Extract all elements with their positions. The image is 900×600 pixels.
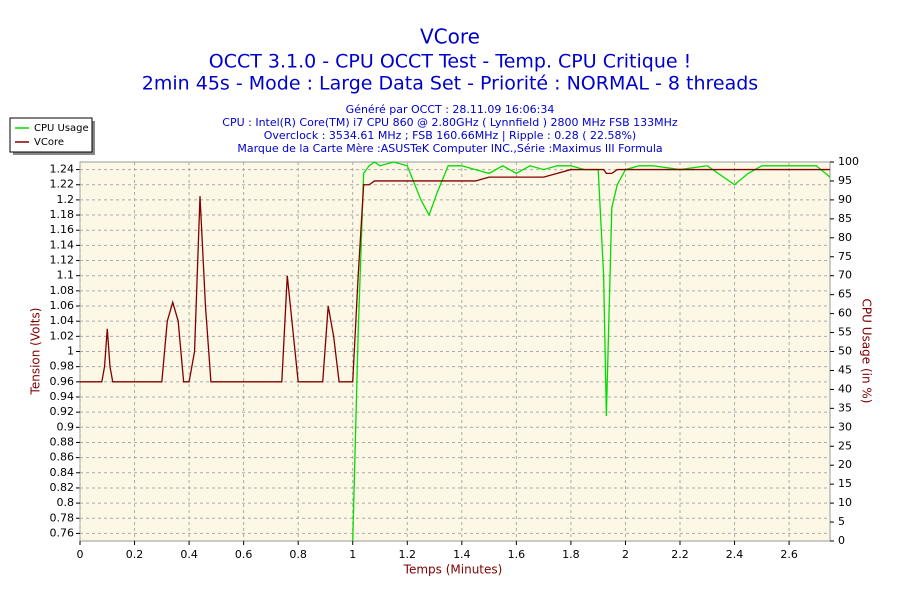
- x-tick-label: 0: [77, 548, 84, 561]
- x-tick-label: 0.2: [126, 548, 144, 561]
- data-line: [80, 168, 830, 383]
- y2-tick-label: 55: [838, 326, 852, 339]
- info-line: Marque de la Carte Mère :ASUSTeK Compute…: [237, 142, 662, 155]
- y2-tick-label: 0: [838, 534, 845, 547]
- y-tick-label: 0.94: [50, 390, 75, 403]
- y-tick-label: 1.12: [50, 254, 75, 267]
- x-axis-label: Temps (Minutes): [403, 563, 503, 577]
- y-tick-label: 1.06: [50, 299, 75, 312]
- x-tick-label: 2: [622, 548, 629, 561]
- y-tick-label: 1.04: [50, 314, 75, 327]
- y2-tick-label: 40: [838, 382, 852, 395]
- legend-box: [9, 117, 93, 153]
- y-tick-label: 1.16: [50, 223, 75, 236]
- x-tick-label: 2.4: [726, 548, 744, 561]
- y-tick-label: 0.88: [50, 435, 75, 448]
- y2-tick-label: 65: [838, 288, 852, 301]
- y2-tick-label: 75: [838, 250, 852, 263]
- chart-subtitle: OCCT 3.1.0 - CPU OCCT Test - Temp. CPU C…: [209, 51, 692, 73]
- y-tick-label: 0.92: [50, 405, 75, 418]
- info-line: CPU : Intel(R) Core(TM) i7 CPU 860 @ 2.8…: [222, 116, 678, 129]
- y-tick-label: 1.18: [50, 208, 75, 221]
- y-tick-label: 0.98: [50, 360, 75, 373]
- y2-tick-label: 60: [838, 307, 852, 320]
- y-tick-label: 1.24: [50, 163, 75, 176]
- y-tick-label: 0.8: [57, 496, 75, 509]
- y-tick-label: 1.08: [50, 284, 75, 297]
- y2-tick-label: 85: [838, 212, 852, 225]
- y-tick-label: 0.82: [50, 481, 75, 494]
- y2-tick-label: 90: [838, 193, 852, 206]
- chart-title: VCore: [420, 25, 480, 49]
- y-tick-label: 0.78: [50, 511, 75, 524]
- y2-tick-label: 80: [838, 231, 852, 244]
- y2-tick-label: 25: [838, 439, 852, 452]
- x-tick-label: 1.8: [562, 548, 580, 561]
- y-tick-label: 0.84: [50, 466, 75, 479]
- y-tick-label: 1: [67, 345, 74, 358]
- x-tick-label: 0.8: [289, 548, 307, 561]
- x-tick-label: 1.4: [453, 548, 471, 561]
- x-tick-label: 0.4: [180, 548, 198, 561]
- y-tick-label: 0.86: [50, 451, 75, 464]
- y-tick-label: 0.9: [57, 420, 75, 433]
- y2-tick-label: 100: [838, 155, 859, 168]
- x-tick-label: 1.2: [399, 548, 417, 561]
- legend-label: CPU Usage: [34, 123, 89, 134]
- y-tick-label: 1.2: [57, 193, 75, 206]
- x-tick-label: 0.6: [235, 548, 253, 561]
- y-tick-label: 1.1: [57, 269, 75, 282]
- legend-label: VCore: [34, 137, 64, 148]
- y2-tick-label: 5: [838, 515, 845, 528]
- y2-tick-label: 95: [838, 174, 852, 187]
- legend: CPU Usage VCore: [9, 117, 95, 155]
- chart-subtitle: 2min 45s - Mode : Large Data Set - Prior…: [142, 73, 758, 95]
- x-tick-label: 2.6: [780, 548, 798, 561]
- x-tick-label: 1.6: [508, 548, 526, 561]
- y-axis-label: Tension (Volts): [29, 308, 43, 396]
- y2-tick-label: 45: [838, 363, 852, 376]
- x-tick-label: 2.2: [671, 548, 689, 561]
- y2-tick-label: 10: [838, 496, 852, 509]
- y-tick-label: 1.22: [50, 178, 75, 191]
- y2-tick-label: 15: [838, 477, 852, 490]
- info-line: Overclock : 3534.61 MHz ; FSB 160.66MHz …: [264, 129, 636, 142]
- y-tick-label: 1.14: [50, 238, 75, 251]
- y-tick-label: 1.02: [50, 329, 75, 342]
- y-tick-label: 0.96: [50, 375, 75, 388]
- y2-tick-label: 20: [838, 458, 852, 471]
- y-tick-label: 0.76: [50, 526, 75, 539]
- y2-axis-label: CPU Usage (in %): [860, 299, 874, 404]
- y2-tick-label: 70: [838, 269, 852, 282]
- data-line: [352, 161, 831, 542]
- y2-tick-label: 35: [838, 401, 852, 414]
- y2-tick-label: 50: [838, 345, 852, 358]
- y2-tick-label: 30: [838, 420, 852, 433]
- x-tick-label: 1: [349, 548, 356, 561]
- info-line: Généré par OCCT : 28.11.09 16:06:34: [346, 103, 555, 116]
